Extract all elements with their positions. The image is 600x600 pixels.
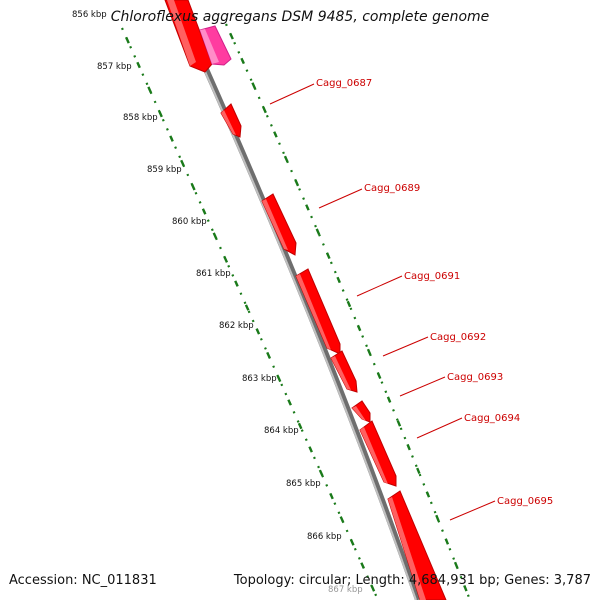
scale-tick-mark (266, 351, 271, 359)
outer-tick-mark (305, 204, 310, 211)
scale-tick-862: 862 kbp (219, 321, 254, 331)
scale-tick-mark (223, 256, 229, 263)
scale-tick-mark (318, 469, 324, 477)
gene-feature[interactable] (351, 400, 371, 423)
gene-feature[interactable] (330, 350, 358, 393)
scale-tick-mark (147, 86, 152, 93)
scale-tick-866: 866 kbp (307, 532, 342, 542)
gene-label-cagg-0695[interactable]: Cagg_0695 (497, 496, 553, 507)
gene-label-cagg-0692[interactable]: Cagg_0692 (430, 332, 486, 343)
outer-tick-mark (406, 443, 411, 451)
scale-tick-mark (360, 562, 365, 569)
outer-tick-mark (444, 538, 450, 545)
outer-tick-mark (273, 131, 278, 138)
scale-tick-marks (125, 37, 376, 592)
outer-tick-mark (346, 300, 352, 308)
scale-tick-863: 863 kbp (242, 374, 277, 384)
outer-tick-mark (435, 514, 440, 522)
genome-summary: Topology: circular; Length: 4,684,931 bp… (233, 573, 591, 588)
scale-tick-mark (136, 61, 141, 69)
outer-tick-mark (386, 396, 392, 403)
scale-tick-mark (255, 328, 261, 335)
outer-tick-mark (463, 585, 468, 592)
scale-tick-mark (349, 539, 355, 546)
outer-tick-mark (251, 82, 256, 89)
scale-tick-labels: 856 kbp 857 kbp 858 kbp 859 kbp 860 kbp … (72, 10, 363, 595)
gene-label-cagg-0689[interactable]: Cagg_0689 (364, 183, 420, 194)
genome-backbone (172, 0, 421, 600)
scale-tick-mark (125, 37, 130, 44)
scale-tick-859: 859 kbp (147, 165, 182, 175)
gene-label-cagg-0693[interactable]: Cagg_0693 (447, 372, 503, 383)
scale-tick-mark (234, 280, 239, 287)
outer-tick-mark (283, 155, 289, 163)
gene-feature[interactable] (261, 193, 297, 256)
gene-label-cagg-0694[interactable]: Cagg_0694 (464, 413, 520, 424)
gene-feature[interactable] (387, 490, 447, 600)
outer-scale-dots (224, 23, 472, 600)
gene-feature[interactable] (359, 420, 397, 487)
accession-label: Accession: NC_011831 (9, 573, 157, 588)
scale-tick-mark (297, 422, 303, 430)
scale-tick-mark (276, 375, 282, 383)
outer-tick-mark (453, 561, 459, 569)
scale-tick-865: 865 kbp (286, 479, 321, 489)
scale-tick-mark (180, 159, 185, 167)
scale-tick-mark (339, 516, 345, 523)
map-title: Chloroflexus aggregans DSM 9485, complet… (110, 9, 490, 25)
outer-tick-mark (356, 324, 362, 332)
gene-labels: Cagg_0687 Cagg_0689 Cagg_0691 Cagg_0692 … (316, 78, 553, 507)
outer-tick-mark (262, 106, 267, 114)
scale-tick-861: 861 kbp (196, 269, 231, 279)
scale-tick-860: 860 kbp (172, 217, 207, 227)
scale-tick-867: 867 kbp (328, 585, 363, 595)
scale-tick-mark (169, 135, 174, 142)
scale-tick-mark (287, 399, 292, 406)
outer-tick-mark (336, 276, 341, 284)
gene-feature-other[interactable] (199, 25, 232, 66)
gene-feature[interactable] (164, 0, 213, 73)
outer-tick-marks (229, 33, 468, 592)
gene-features (164, 0, 447, 600)
outer-tick-mark (416, 467, 421, 475)
scale-tick-mark (244, 304, 250, 311)
outer-tick-mark (294, 179, 300, 187)
gene-label-cagg-0691[interactable]: Cagg_0691 (404, 271, 460, 282)
outer-tick-mark (326, 252, 331, 260)
scale-tick-857: 857 kbp (97, 62, 132, 72)
scale-tick-856: 856 kbp (72, 10, 107, 20)
outer-tick-mark (425, 491, 431, 498)
outer-tick-mark (376, 372, 382, 380)
scale-tick-mark (201, 208, 207, 215)
gene-label-leaders (269, 83, 496, 521)
scale-tick-mark (212, 232, 218, 239)
outer-tick-mark (366, 348, 372, 356)
gene-feature[interactable] (295, 268, 341, 355)
outer-tick-mark (240, 57, 245, 65)
gene-label-cagg-0687[interactable]: Cagg_0687 (316, 78, 372, 89)
outer-tick-mark (396, 420, 402, 427)
scale-tick-mark (308, 446, 313, 453)
scale-tick-mark (190, 184, 196, 191)
outer-tick-mark (315, 228, 321, 235)
gene-feature[interactable] (220, 103, 242, 138)
scale-tick-mark (370, 585, 376, 592)
scale-tick-858: 858 kbp (123, 113, 158, 123)
scale-tick-864: 864 kbp (264, 426, 299, 436)
scale-tick-mark (158, 110, 163, 118)
scale-tick-mark (329, 492, 334, 500)
outer-tick-mark (229, 33, 234, 40)
